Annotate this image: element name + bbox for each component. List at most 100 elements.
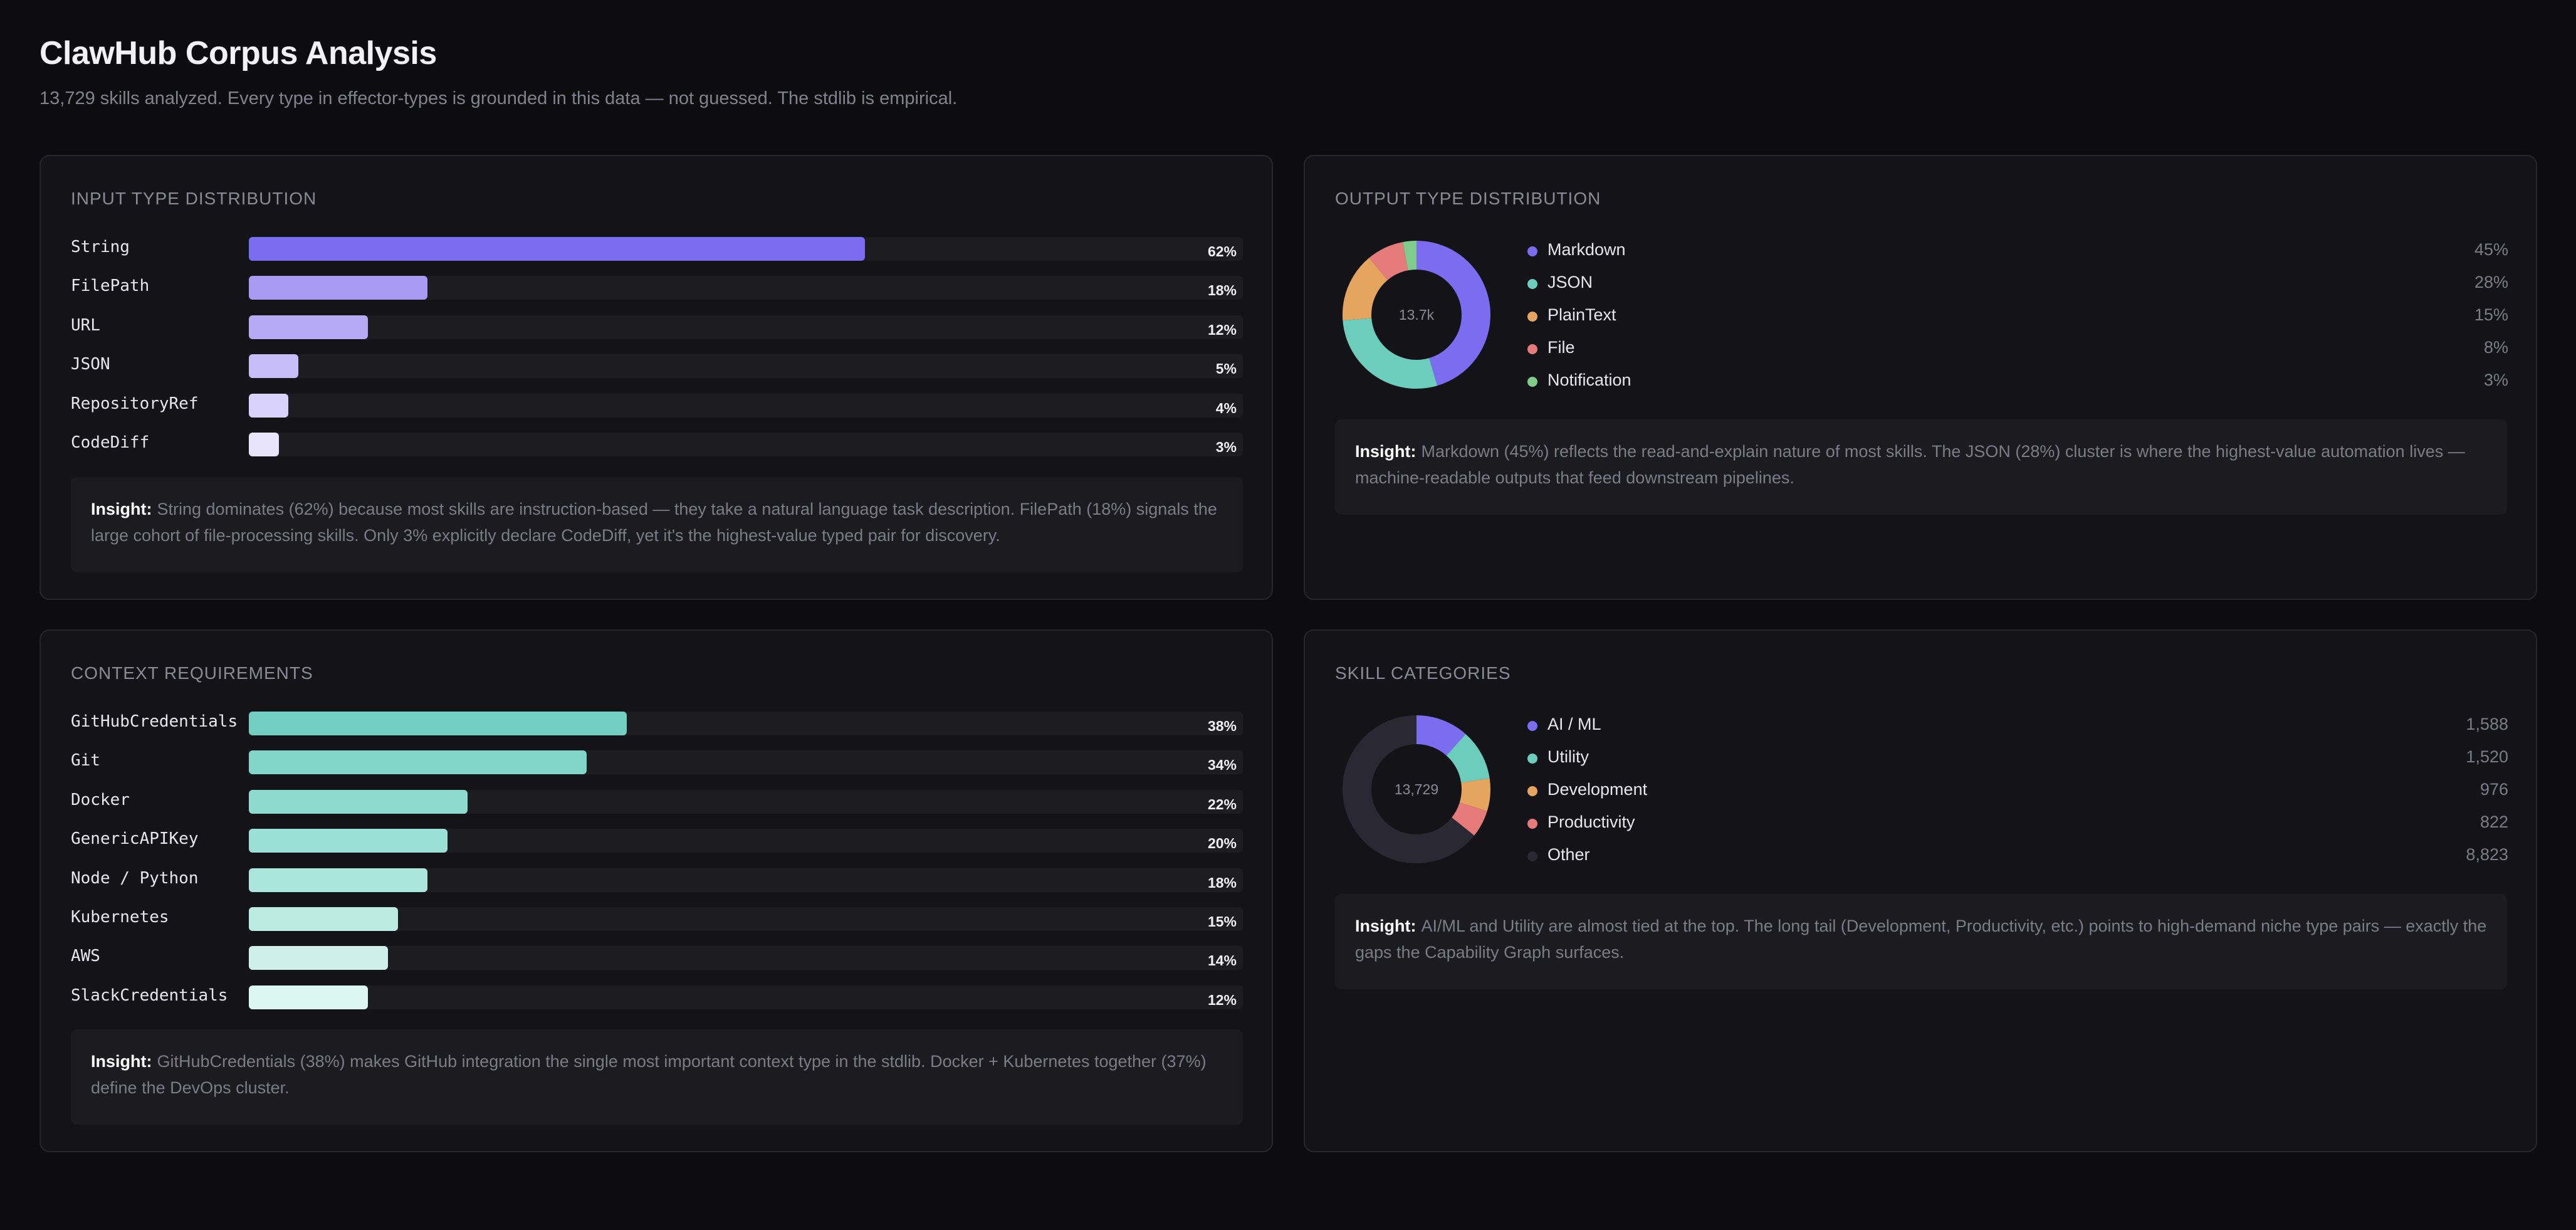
bar-label: GitHubCredentials xyxy=(71,712,238,731)
bar-value-label: 3% xyxy=(1215,438,1237,455)
bar xyxy=(249,985,369,1009)
legend-item: File 8% xyxy=(1527,335,2508,368)
donut-slice xyxy=(1343,241,1490,389)
insight-text: GitHubCredentials (38%) makes GitHub int… xyxy=(91,1052,1207,1097)
bar-value-label: 15% xyxy=(1207,913,1237,930)
bar-row: Kubernetes 15% xyxy=(71,903,1243,942)
chart-legend: AI / ML 1,588 Utility 1,520 Development 976 Pr… xyxy=(1527,712,2508,875)
bar-value-label: 34% xyxy=(1207,757,1237,774)
bar-label: URL xyxy=(71,315,100,335)
bar-label: SlackCredentials xyxy=(71,986,228,1005)
legend-item: Notification 3% xyxy=(1527,368,2508,401)
bar-label: Docker xyxy=(71,790,130,809)
output-type-card: OUTPUT TYPE DISTRIBUTION 13.7k Markdown 4… xyxy=(1304,155,2537,600)
legend-item: JSON 28% xyxy=(1527,270,2508,303)
legend-label: AI / ML xyxy=(1547,715,1601,733)
card-title: OUTPUT TYPE DISTRIBUTION xyxy=(1335,189,1601,208)
bar-row: AWS 14% xyxy=(71,942,1243,980)
insight-label: Insight: xyxy=(1355,917,1416,935)
bar-value-label: 14% xyxy=(1207,952,1237,969)
bar xyxy=(249,750,587,775)
donut-center-label: 13,729 xyxy=(1395,781,1438,797)
bar-value-label: 20% xyxy=(1207,835,1237,852)
legend-label: PlainText xyxy=(1547,305,1616,324)
legend-label: JSON xyxy=(1547,273,1593,292)
bar-label: AWS xyxy=(71,947,100,966)
bar-row: String 62% xyxy=(71,233,1243,271)
donut-slice xyxy=(1343,241,1490,389)
legend-item: Utility 1,520 xyxy=(1527,745,2508,777)
bar-track: 18% xyxy=(249,276,1243,300)
bar xyxy=(249,907,398,931)
legend-dot-icon xyxy=(1527,377,1537,387)
legend-label: Other xyxy=(1547,845,1590,864)
bar xyxy=(249,276,428,300)
page-title: ClawHub Corpus Analysis xyxy=(39,35,437,71)
bar xyxy=(249,354,299,379)
bar-label: Git xyxy=(71,751,100,770)
bar-value-label: 4% xyxy=(1215,399,1237,416)
bar-track: 14% xyxy=(249,946,1243,970)
legend-dot-icon xyxy=(1527,754,1537,764)
insight-text: Markdown (45%) reflects the read-and-exp… xyxy=(1355,442,2465,487)
bar-label: FilePath xyxy=(71,276,150,296)
donut-chart: 13.7k xyxy=(1343,241,1490,389)
legend-value: 28% xyxy=(2474,273,2508,292)
legend-dot-icon xyxy=(1527,721,1537,731)
legend-dot-icon xyxy=(1527,851,1537,861)
bar-row: GenericAPIKey 20% xyxy=(71,824,1243,863)
page-subtitle: 13,729 skills analyzed. Every type in ef… xyxy=(39,88,958,108)
insight-label: Insight: xyxy=(91,500,152,518)
bar-row: Git 34% xyxy=(71,746,1243,785)
bar-value-label: 18% xyxy=(1207,282,1237,299)
bar xyxy=(249,393,289,418)
donut-center-label: 13.7k xyxy=(1399,307,1435,323)
card-title: SKILL CATEGORIES xyxy=(1335,663,1511,683)
bar-row: RepositoryRef 4% xyxy=(71,389,1243,428)
bar-label: JSON xyxy=(71,355,110,374)
bar-value-label: 62% xyxy=(1207,243,1237,260)
insight-box: Insight: String dominates (62%) because m… xyxy=(71,477,1243,572)
insight-text: String dominates (62%) because most skil… xyxy=(91,500,1217,545)
donut-slice xyxy=(1343,715,1490,863)
legend-value: 8,823 xyxy=(2466,845,2508,864)
bar-value-label: 22% xyxy=(1207,796,1237,812)
bar-track: 22% xyxy=(249,789,1243,814)
card-title: INPUT TYPE DISTRIBUTION xyxy=(71,189,317,208)
donut-chart: 13,729 xyxy=(1343,715,1490,863)
bar xyxy=(249,712,627,735)
insight-box: Insight: Markdown (45%) reflects the read… xyxy=(1335,419,2507,515)
bar-row: CodeDiff 3% xyxy=(71,428,1243,467)
bar-track: 15% xyxy=(249,907,1243,931)
bar xyxy=(249,315,369,339)
bar-value-label: 12% xyxy=(1207,991,1237,1008)
bar-label: Kubernetes xyxy=(71,907,169,927)
legend-value: 3% xyxy=(2483,371,2508,389)
legend-label: Notification xyxy=(1547,371,1631,389)
bar xyxy=(249,946,389,970)
bar-label: GenericAPIKey xyxy=(71,829,199,849)
legend-label: Development xyxy=(1547,780,1648,799)
legend-label: File xyxy=(1547,338,1575,357)
legend-item: Productivity 822 xyxy=(1527,810,2508,843)
legend-value: 15% xyxy=(2474,305,2508,324)
legend-dot-icon xyxy=(1527,312,1537,322)
bar-chart: GitHubCredentials 38% Git 34% Docker 22% Gener… xyxy=(71,707,1243,1020)
insight-box: Insight: AI/ML and Utility are almost tie… xyxy=(1335,894,2507,989)
bar-label: RepositoryRef xyxy=(71,394,199,413)
chart-legend: Markdown 45% JSON 28% PlainText 15% File 8% Noti… xyxy=(1527,238,2508,401)
bar xyxy=(249,432,279,456)
legend-value: 8% xyxy=(2483,338,2508,357)
legend-value: 822 xyxy=(2479,812,2508,831)
bar-row: Docker 22% xyxy=(71,786,1243,824)
legend-label: Markdown xyxy=(1547,240,1626,259)
insight-text: AI/ML and Utility are almost tied at the… xyxy=(1355,917,2487,962)
bar-value-label: 12% xyxy=(1207,321,1237,338)
bar-track: 3% xyxy=(249,432,1243,456)
context-requirements-card: CONTEXT REQUIREMENTS GitHubCredentials 38… xyxy=(39,629,1273,1152)
legend-label: Productivity xyxy=(1547,812,1635,831)
bar-track: 20% xyxy=(249,829,1243,853)
bar xyxy=(249,868,428,892)
legend-item: PlainText 15% xyxy=(1527,303,2508,335)
legend-value: 976 xyxy=(2479,780,2508,799)
